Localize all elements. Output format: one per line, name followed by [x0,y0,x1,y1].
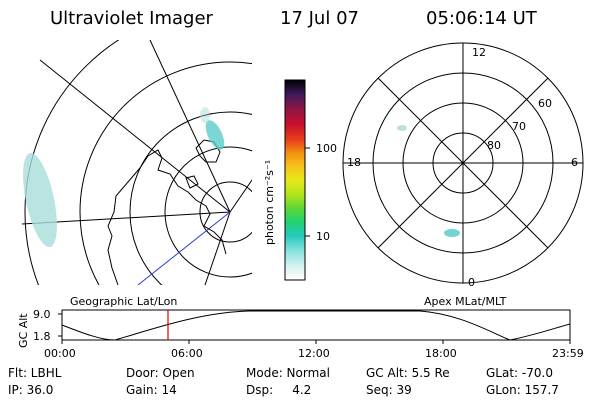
lat-circle-2 [164,146,252,278]
coastline-1 [107,149,227,285]
seq-info: Seq: 39 [366,383,412,397]
meridian-2 [149,40,231,213]
aurora-geo [23,107,225,248]
app-title: Ultraviolet Imager [50,8,213,29]
timeline-x-tick: 23:59 [552,347,584,360]
mlt-label-0: 0 [468,276,475,289]
color-bar [284,79,310,281]
timeline-y-tick-min: 1.8 [33,330,51,343]
lat-circle-5 [24,40,120,285]
lat-circle-3 [129,111,252,285]
mlt-label-6: 6 [571,156,578,169]
altitude-curve [61,310,571,341]
colorbar-tick-100: 100 [316,142,337,155]
time-label: 05:06:14 UT [426,8,537,29]
glon-info: GLon: 157.7 [486,383,559,397]
mode-info: Mode: Normal [246,366,330,380]
meridian-5 [229,179,252,213]
coastline-3 [185,175,199,189]
timeline-x-tick: 06:00 [171,347,203,360]
timeline-x-tick: 12:00 [298,347,330,360]
lat-circle-4 [79,61,252,285]
apex-label: Apex MLat/MLT [424,295,507,308]
terminator-line [137,211,231,285]
mlt-label-18: 18 [347,156,361,169]
glat-info: GLat: -70.0 [486,366,553,380]
timeline-x-tick: 00:00 [44,347,76,360]
meridian-1 [39,59,231,213]
geographic-label: Geographic Lat/Lon [70,295,178,308]
gc-alt-info: GC Alt: 5.5 Re [366,366,450,380]
lat-circle-1 [199,181,252,243]
geographic-map [22,40,252,285]
ip-info: IP: 36.0 [8,383,54,397]
timeline-y-tick-max: 9.0 [33,308,51,321]
date-label: 17 Jul 07 [280,8,359,29]
timeline-y-label: GC Alt [17,313,30,348]
colorbar-unit-label: photon cm⁻²s⁻¹ [263,159,276,245]
gain-info: Gain: 14 [126,383,177,397]
colorbar-tick-10: 10 [316,230,330,243]
filter-info: Flt: LBHL [8,366,62,380]
timeline-plot [58,309,571,344]
mlat-label-60: 60 [538,97,552,110]
mlat-label-80: 80 [487,139,501,152]
meridian-4 [204,211,231,285]
dsp-info: Dsp: 4.2 [246,383,312,397]
aurora-polar [397,125,460,237]
mlat-label-70: 70 [512,120,526,133]
polar-plot [342,42,584,284]
timeline-x-tick: 18:00 [425,347,457,360]
door-info: Door: Open [126,366,195,380]
coastline-2 [195,139,221,163]
mlt-label-12: 12 [472,46,486,59]
